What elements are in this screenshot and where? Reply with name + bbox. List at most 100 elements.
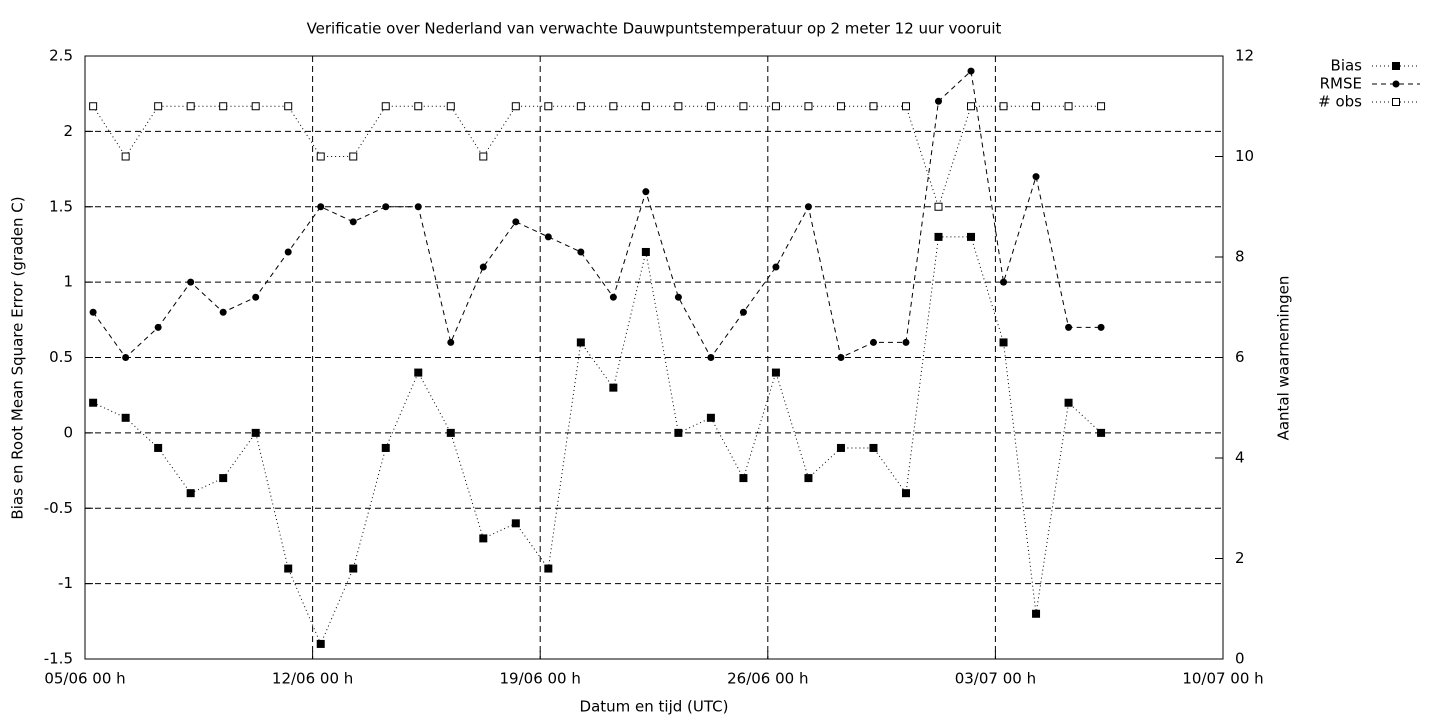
data-point — [967, 232, 976, 241]
y-tick-label: 0 — [63, 423, 73, 441]
data-point — [414, 203, 422, 211]
data-point — [901, 489, 910, 498]
data-point — [577, 248, 585, 256]
data-point — [89, 102, 98, 111]
data-point — [1032, 102, 1041, 111]
data-point — [739, 102, 748, 111]
x-tick-label: 26/06 00 h — [727, 670, 808, 688]
data-point — [381, 102, 390, 111]
data-point — [901, 102, 910, 111]
data-point — [349, 218, 357, 226]
data-point — [609, 293, 617, 301]
y-tick-label: -1 — [58, 574, 73, 592]
plot-frame — [84, 55, 1224, 660]
data-point — [251, 428, 260, 437]
data-point — [609, 102, 618, 111]
data-point — [804, 203, 812, 211]
data-point — [771, 368, 780, 377]
data-point — [316, 639, 325, 648]
data-point — [967, 67, 975, 75]
data-point — [1032, 173, 1040, 181]
data-point — [349, 152, 358, 161]
y-tick-label: 1 — [63, 273, 73, 291]
y2-axis-label: Aantal waarnemingen — [1275, 276, 1293, 441]
data-point — [999, 102, 1008, 111]
data-point — [154, 443, 163, 452]
data-point — [967, 102, 976, 111]
x-tick-label: 03/07 00 h — [955, 670, 1036, 688]
data-point — [1097, 428, 1106, 437]
data-point — [349, 564, 358, 573]
data-point — [1032, 609, 1041, 618]
data-point — [739, 308, 747, 316]
legend-marker — [1392, 98, 1400, 106]
data-point — [511, 519, 520, 528]
data-point — [837, 354, 845, 361]
data-point — [317, 203, 325, 211]
data-point — [414, 102, 423, 111]
data-point — [1065, 323, 1073, 331]
data-point — [479, 534, 488, 543]
data-point — [89, 398, 98, 407]
y-axis-label: Bias en Root Mean Square Error (graden C… — [9, 196, 27, 519]
data-point — [251, 102, 260, 111]
data-point — [1097, 323, 1105, 331]
y-tick-label: -1.5 — [44, 650, 73, 668]
data-point — [934, 202, 943, 211]
data-point — [187, 278, 195, 286]
data-point — [1000, 278, 1008, 286]
data-point — [935, 97, 942, 105]
data-point — [674, 102, 683, 111]
data-point — [121, 152, 130, 161]
data-point — [804, 474, 813, 483]
data-point — [869, 443, 878, 452]
data-point — [902, 338, 910, 346]
y-tick-label: -0.5 — [44, 499, 73, 517]
data-point — [1097, 102, 1106, 111]
data-point — [706, 102, 715, 111]
x-axis-label: Datum en tijd (UTC) — [580, 698, 729, 716]
data-point — [219, 308, 227, 316]
data-point — [544, 564, 553, 573]
data-point — [381, 443, 390, 452]
data-point — [511, 102, 520, 111]
y2-tick-label: 6 — [1235, 348, 1245, 366]
data-point — [154, 323, 162, 331]
data-point — [544, 233, 552, 241]
data-point — [707, 354, 715, 361]
data-point — [804, 102, 813, 111]
data-point — [576, 338, 585, 347]
y2-tick-label: 2 — [1235, 549, 1245, 567]
series-line — [92, 70, 1102, 359]
x-tick-label: 10/07 00 h — [1182, 670, 1263, 688]
data-point — [414, 368, 423, 377]
data-point — [934, 232, 943, 241]
data-point — [869, 338, 877, 346]
data-point — [154, 102, 163, 111]
data-point — [479, 263, 487, 271]
data-point — [642, 188, 650, 196]
data-point — [706, 413, 715, 422]
data-point — [446, 102, 455, 111]
data-point — [641, 247, 650, 256]
data-point — [641, 102, 650, 111]
data-point — [446, 428, 455, 437]
data-point — [121, 413, 130, 422]
x-tick-label: 05/06 00 h — [44, 670, 125, 688]
series-line — [92, 105, 1102, 209]
data-point — [1064, 102, 1073, 111]
data-point — [186, 489, 195, 498]
y2-tick-label: 4 — [1235, 449, 1245, 467]
data-point — [219, 474, 228, 483]
y-tick-label: 2 — [63, 122, 73, 140]
data-point — [122, 354, 130, 361]
data-point — [544, 102, 553, 111]
data-point — [284, 248, 292, 256]
data-point — [1064, 398, 1073, 407]
data-point — [219, 102, 228, 111]
y2-tick-label: 10 — [1235, 147, 1254, 165]
y-tick-label: 2.5 — [49, 47, 73, 65]
data-point — [447, 338, 455, 346]
